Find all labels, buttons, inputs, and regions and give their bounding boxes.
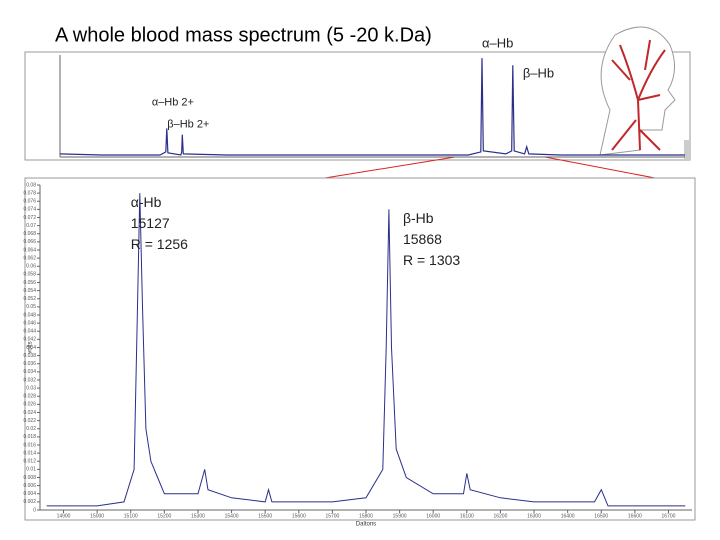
x-tick-label: 15600 <box>292 513 306 519</box>
y-tick-label: 0.072 <box>23 215 36 221</box>
y-tick-label: 0.048 <box>23 312 36 318</box>
x-axis-label: Daltons <box>356 522 376 528</box>
slide-title: A whole blood mass spectrum (5 -20 k.Da) <box>55 24 432 46</box>
y-tick-label: 0.054 <box>23 288 36 294</box>
y-tick-label: 0.024 <box>23 410 36 416</box>
y-tick-label: 0.014 <box>23 450 36 456</box>
x-tick-label: 16100 <box>460 513 474 519</box>
y-tick-label: 0.002 <box>23 499 36 505</box>
y-tick-label: 0.062 <box>23 255 36 261</box>
x-tick-label: 15100 <box>124 513 138 519</box>
y-tick-label: 0.068 <box>23 231 36 237</box>
zoom-line <box>544 156 656 179</box>
y-tick-label: 0.046 <box>23 320 36 326</box>
spectrum-line <box>59 58 685 156</box>
annotation: α–Hb 2+ <box>152 96 194 108</box>
y-tick-label: 0.008 <box>23 475 36 481</box>
x-tick-label: 16700 <box>662 513 676 519</box>
x-tick-label: 16400 <box>561 513 575 519</box>
y-tick-label: 0.016 <box>23 442 36 448</box>
zoom-line <box>324 156 456 179</box>
x-tick-label: 15400 <box>225 513 239 519</box>
detail-frame <box>24 177 696 521</box>
y-tick-label: 0.004 <box>23 491 36 497</box>
y-tick-label: 0.052 <box>23 296 36 302</box>
annotation: R = 1256 <box>131 236 188 252</box>
annotation: α–Hb <box>482 35 513 50</box>
y-tick-label: 0.026 <box>23 402 36 408</box>
y-tick-label: 0.042 <box>23 337 36 343</box>
x-tick-label: 16500 <box>594 513 608 519</box>
x-tick-label: 16000 <box>426 513 440 519</box>
x-tick-label: 16600 <box>628 513 642 519</box>
y-tick-label: 0.038 <box>23 353 36 359</box>
y-tick-label: 0.034 <box>23 369 36 375</box>
annotation: α-Hb <box>131 194 162 210</box>
annotation: 15868 <box>403 231 442 247</box>
overview-frame <box>24 51 691 161</box>
y-tick-label: 0.05 <box>26 304 36 310</box>
x-tick-label: 15200 <box>157 513 171 519</box>
y-tick-label: 0.058 <box>23 272 36 278</box>
x-tick-label: 15700 <box>325 513 339 519</box>
x-tick-label: 16300 <box>527 513 541 519</box>
x-tick-label: 15900 <box>393 513 407 519</box>
y-tick-label: 0.01 <box>26 467 36 473</box>
y-tick-label: 0.064 <box>23 247 36 253</box>
scrollbar <box>684 140 690 160</box>
annotation: β–Hb <box>523 65 554 80</box>
y-tick-label: 0.076 <box>23 199 36 205</box>
y-tick-label: 0.012 <box>23 459 36 465</box>
y-tick-label: 0.056 <box>23 280 36 286</box>
x-tick-label: 16200 <box>493 513 507 519</box>
y-tick-label: 0 <box>33 507 36 513</box>
x-tick-label: 15000 <box>90 513 104 519</box>
x-tick-label: 15300 <box>191 513 205 519</box>
y-tick-label: 0.07 <box>26 223 36 229</box>
annotation: β–Hb 2+ <box>167 118 209 130</box>
anatomy-illustration <box>599 26 676 156</box>
y-tick-label: 0.006 <box>23 483 36 489</box>
x-tick-label: 15500 <box>258 513 272 519</box>
y-tick-label: 0.02 <box>26 426 36 432</box>
y-tick-label: 0.074 <box>23 207 36 213</box>
y-tick-label: 0.032 <box>23 377 36 383</box>
x-tick-label: 15800 <box>359 513 373 519</box>
spectrum-line <box>46 193 686 507</box>
y-tick-label: 0.04 <box>26 345 36 351</box>
annotation: β-Hb <box>403 210 434 226</box>
annotation: 15127 <box>131 215 170 231</box>
y-tick-label: 0.044 <box>23 329 36 335</box>
y-tick-label: 0.022 <box>23 418 36 424</box>
y-tick-label: 0.08 <box>26 182 36 188</box>
annotation: R = 1303 <box>403 252 460 268</box>
y-tick-label: 0.066 <box>23 239 36 245</box>
y-tick-label: 0.06 <box>26 264 36 270</box>
y-axis-label: volts <box>28 341 34 353</box>
x-tick-label: 14900 <box>57 513 71 519</box>
y-tick-label: 0.078 <box>23 190 36 196</box>
y-tick-label: 0.03 <box>26 385 36 391</box>
y-tick-label: 0.018 <box>23 434 36 440</box>
y-tick-label: 0.028 <box>23 394 36 400</box>
y-tick-label: 0.036 <box>23 361 36 367</box>
